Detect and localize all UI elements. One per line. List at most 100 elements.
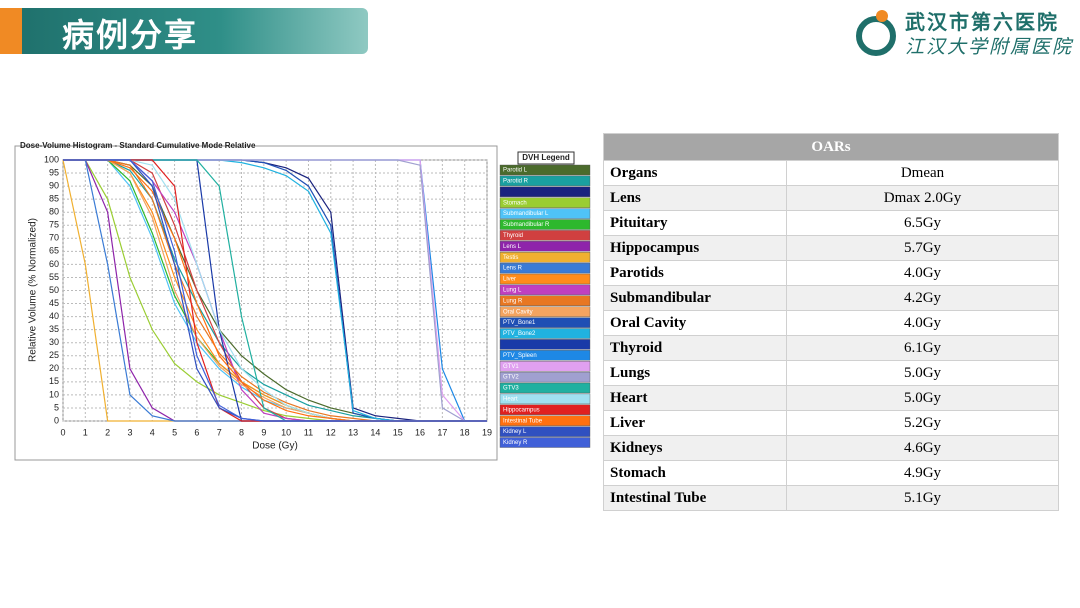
legend-label: GTV1 xyxy=(503,364,519,370)
legend-swatch xyxy=(499,382,591,394)
slide-title: 病例分享 xyxy=(62,16,199,54)
table-row: Lungs 5.0Gy xyxy=(603,360,1059,386)
legend-swatch xyxy=(499,371,591,383)
table-row: Parotids 4.0Gy xyxy=(603,260,1059,286)
x-tick-label: 6 xyxy=(194,427,199,437)
table-cell: Lens xyxy=(603,185,787,211)
table-cell: Thyroid xyxy=(603,335,787,361)
table-row: Submandibular 4.2Gy xyxy=(603,285,1059,311)
legend-swatch xyxy=(499,328,591,339)
legend-title-box xyxy=(517,151,575,165)
legend-label: Lens R xyxy=(503,266,523,272)
table-row: Pituitary 6.5Gy xyxy=(603,210,1059,236)
legend-swatch xyxy=(499,339,591,350)
x-tick-label: 13 xyxy=(348,427,358,437)
legend-label: Heart xyxy=(503,396,518,402)
table-cell: 5.0Gy xyxy=(786,360,1059,386)
y-tick-label: 50 xyxy=(49,285,59,295)
y-tick-label: 10 xyxy=(49,389,59,399)
table-cell: 4.0Gy xyxy=(786,260,1059,286)
legend-label: Thyroid xyxy=(503,233,523,239)
y-tick-label: 20 xyxy=(49,363,59,373)
legend-swatch xyxy=(499,197,591,208)
y-tick-label: 85 xyxy=(49,194,59,204)
legend-label: Oral Cavity xyxy=(503,309,533,315)
legend-swatch xyxy=(499,273,591,285)
table-cell: 6.1Gy xyxy=(786,335,1059,361)
x-tick-label: 16 xyxy=(415,427,425,437)
dvh-curve xyxy=(63,159,487,422)
x-tick-label: 3 xyxy=(127,427,132,437)
y-axis-label: Relative Volume (% Normalized) xyxy=(28,218,39,362)
legend-swatch xyxy=(499,295,591,306)
table-cell: 4.9Gy xyxy=(786,460,1059,486)
legend-swatch xyxy=(499,186,591,198)
x-tick-label: 8 xyxy=(239,427,244,437)
y-tick-label: 80 xyxy=(49,207,59,217)
legend-swatch xyxy=(499,284,591,296)
table-title-row: OARs xyxy=(603,133,1059,161)
oar-table: OARs Organs Dmean Lens Dmax 2.0Gy Pituitary 6.… xyxy=(603,133,1059,511)
legend-swatch xyxy=(499,361,591,372)
table-row: Stomach 4.9Gy xyxy=(603,460,1059,486)
table-cell: Heart xyxy=(603,385,787,411)
table-cell: 4.2Gy xyxy=(786,285,1059,311)
y-tick-label: 65 xyxy=(49,246,59,256)
table-cell: Intestinal Tube xyxy=(603,485,787,511)
legend-swatch xyxy=(499,317,591,328)
legend-label: Intestinal Tube xyxy=(503,418,543,424)
y-tick-label: 5 xyxy=(54,402,59,412)
x-tick-label: 18 xyxy=(460,427,470,437)
y-tick-label: 95 xyxy=(49,167,59,177)
table-cell: 5.2Gy xyxy=(786,410,1059,436)
table-cell: 6.5Gy xyxy=(786,210,1059,236)
x-axis-label: Dose (Gy) xyxy=(252,441,298,452)
legend-swatch xyxy=(499,404,591,415)
y-tick-label: 35 xyxy=(49,324,59,334)
legend-label: PTV_Bone2 xyxy=(503,331,536,337)
x-tick-label: 10 xyxy=(281,427,291,437)
title-banner xyxy=(0,8,368,54)
legend-swatch xyxy=(499,251,591,263)
legend-swatch xyxy=(499,175,591,187)
legend-label: Submandibular L xyxy=(503,211,549,217)
legend-swatch xyxy=(499,437,591,448)
table-row: Intestinal Tube 5.1Gy xyxy=(603,485,1059,511)
table-cell: Oral Cavity xyxy=(603,310,787,336)
legend-swatch xyxy=(499,350,591,361)
legend-swatch xyxy=(499,262,591,274)
legend-label: PTV_Spleen xyxy=(503,353,537,359)
y-tick-label: 45 xyxy=(49,298,59,308)
legend-label: Stomach xyxy=(503,200,527,206)
table-cell: 5.0Gy xyxy=(786,385,1059,411)
table-row: Hippocampus 5.7Gy xyxy=(603,235,1059,261)
table-row: Organs Dmean xyxy=(603,160,1059,186)
y-tick-label: 55 xyxy=(49,272,59,282)
legend-label: Parotid R xyxy=(503,178,529,184)
table-title: OARs xyxy=(603,133,1059,161)
legend-swatch xyxy=(499,230,591,241)
table-cell: 4.0Gy xyxy=(786,310,1059,336)
x-tick-label: 12 xyxy=(326,427,336,437)
table-cell: Lungs xyxy=(603,360,787,386)
legend-swatch xyxy=(499,426,591,437)
y-tick-label: 30 xyxy=(49,337,59,347)
x-tick-label: 4 xyxy=(150,427,155,437)
legend-swatch xyxy=(499,208,591,219)
logo-icon xyxy=(856,10,896,56)
table-row: Lens Dmax 2.0Gy xyxy=(603,185,1059,211)
legend-title: DVH Legend xyxy=(522,153,570,162)
legend-label: Hippocampus xyxy=(503,407,540,413)
table-cell: Hippocampus xyxy=(603,235,787,261)
y-tick-label: 40 xyxy=(49,311,59,321)
x-tick-label: 11 xyxy=(304,427,313,437)
legend-swatch xyxy=(499,241,591,252)
x-tick-label: 19 xyxy=(482,427,492,437)
y-tick-label: 100 xyxy=(44,154,59,164)
legend-label: Liver xyxy=(503,277,516,283)
x-tick-label: 7 xyxy=(217,427,222,437)
x-tick-label: 17 xyxy=(437,427,447,437)
table-cell: 5.7Gy xyxy=(786,235,1059,261)
x-tick-label: 15 xyxy=(393,427,403,437)
